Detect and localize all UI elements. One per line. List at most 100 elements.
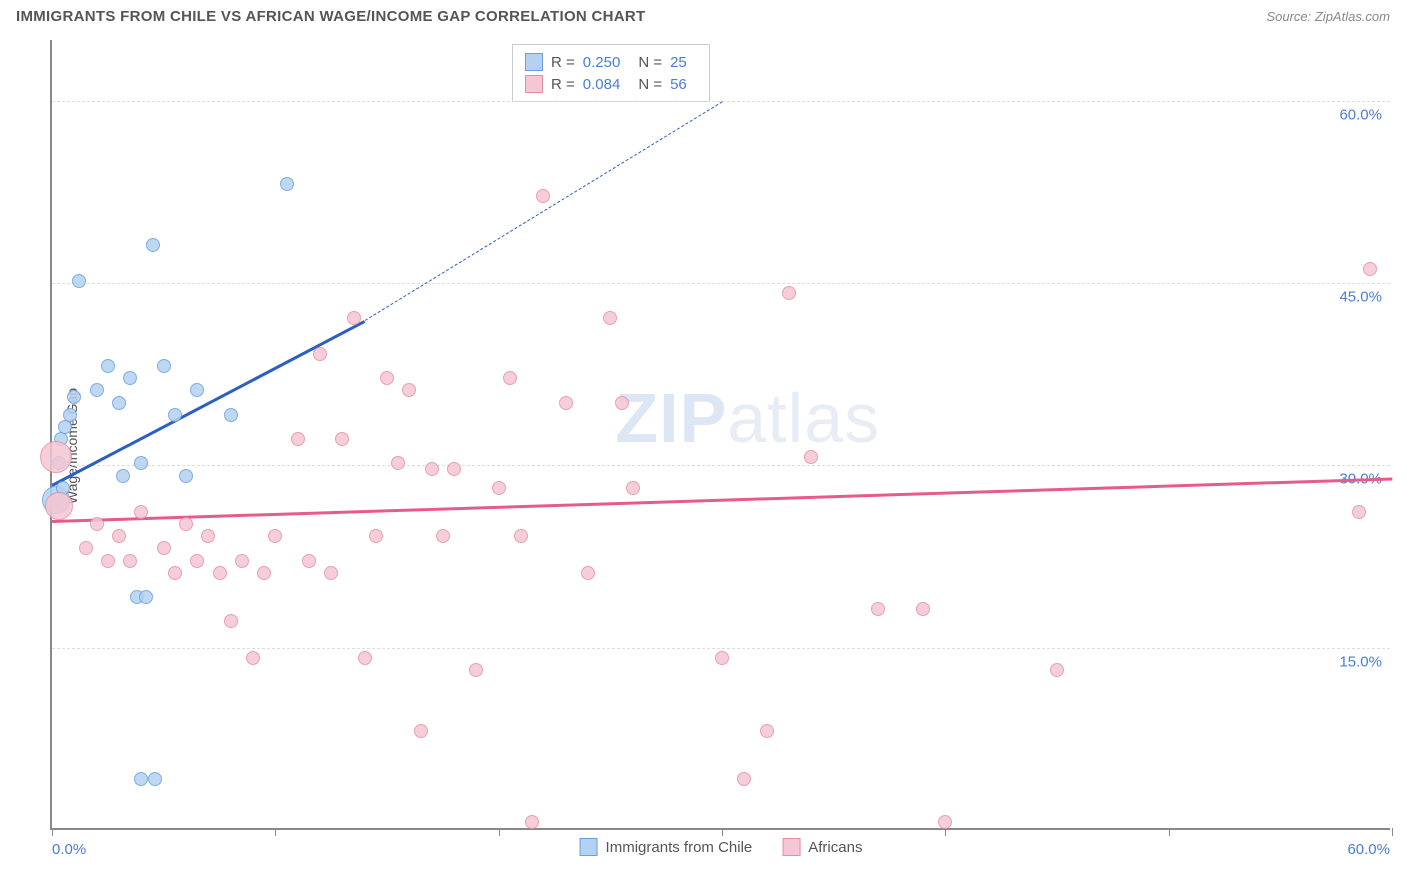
data-point bbox=[134, 456, 148, 470]
data-point bbox=[201, 529, 215, 543]
data-point bbox=[179, 469, 193, 483]
data-point bbox=[380, 371, 394, 385]
source-attribution: Source: ZipAtlas.com bbox=[1266, 9, 1390, 24]
data-point bbox=[1050, 663, 1064, 677]
data-point bbox=[804, 450, 818, 464]
swatch-icon bbox=[782, 838, 800, 856]
data-point bbox=[40, 441, 72, 473]
data-point bbox=[101, 359, 115, 373]
data-point bbox=[391, 456, 405, 470]
data-point bbox=[134, 505, 148, 519]
data-point bbox=[871, 602, 885, 616]
data-point bbox=[603, 311, 617, 325]
data-point bbox=[559, 396, 573, 410]
data-point bbox=[615, 396, 629, 410]
data-point bbox=[90, 383, 104, 397]
data-point bbox=[146, 238, 160, 252]
data-point bbox=[190, 554, 204, 568]
watermark: ZIPatlas bbox=[615, 378, 880, 458]
legend-item: Immigrants from Chile bbox=[580, 838, 753, 856]
data-point bbox=[79, 541, 93, 555]
legend-item: Africans bbox=[782, 838, 862, 856]
x-tick bbox=[722, 828, 723, 836]
data-point bbox=[302, 554, 316, 568]
data-point bbox=[179, 517, 193, 531]
data-point bbox=[525, 815, 539, 829]
data-point bbox=[168, 566, 182, 580]
data-point bbox=[72, 274, 86, 288]
data-point bbox=[436, 529, 450, 543]
x-tick bbox=[1169, 828, 1170, 836]
data-point bbox=[369, 529, 383, 543]
data-point bbox=[257, 566, 271, 580]
data-point bbox=[916, 602, 930, 616]
x-tick bbox=[1392, 828, 1393, 836]
data-point bbox=[469, 663, 483, 677]
swatch-icon bbox=[525, 53, 543, 71]
data-point bbox=[536, 189, 550, 203]
x-tick-label: 0.0% bbox=[52, 841, 86, 858]
trend-line bbox=[51, 320, 365, 487]
x-tick bbox=[52, 828, 53, 836]
series-legend: Immigrants from Chile Africans bbox=[580, 838, 863, 856]
data-point bbox=[157, 359, 171, 373]
data-point bbox=[503, 371, 517, 385]
data-point bbox=[402, 383, 416, 397]
data-point bbox=[280, 177, 294, 191]
data-point bbox=[213, 566, 227, 580]
gridline bbox=[52, 283, 1390, 284]
data-point bbox=[101, 554, 115, 568]
data-point bbox=[63, 408, 77, 422]
data-point bbox=[938, 815, 952, 829]
data-point bbox=[514, 529, 528, 543]
x-tick bbox=[275, 828, 276, 836]
chart-title: IMMIGRANTS FROM CHILE VS AFRICAN WAGE/IN… bbox=[16, 8, 646, 25]
x-tick bbox=[499, 828, 500, 836]
legend-row: R = 0.084 N = 56 bbox=[525, 73, 697, 95]
data-point bbox=[224, 614, 238, 628]
data-point bbox=[224, 408, 238, 422]
data-point bbox=[425, 462, 439, 476]
data-point bbox=[67, 390, 81, 404]
y-tick-label: 45.0% bbox=[1339, 289, 1382, 306]
data-point bbox=[190, 383, 204, 397]
data-point bbox=[134, 772, 148, 786]
chart-header: IMMIGRANTS FROM CHILE VS AFRICAN WAGE/IN… bbox=[0, 0, 1406, 29]
data-point bbox=[123, 554, 137, 568]
data-point bbox=[581, 566, 595, 580]
x-tick-label: 60.0% bbox=[1347, 841, 1390, 858]
data-point bbox=[123, 371, 137, 385]
data-point bbox=[782, 286, 796, 300]
y-tick-label: 15.0% bbox=[1339, 653, 1382, 670]
data-point bbox=[760, 724, 774, 738]
data-point bbox=[313, 347, 327, 361]
swatch-icon bbox=[525, 75, 543, 93]
trend-line bbox=[364, 101, 722, 321]
data-point bbox=[335, 432, 349, 446]
data-point bbox=[324, 566, 338, 580]
data-point bbox=[492, 481, 506, 495]
data-point bbox=[358, 651, 372, 665]
data-point bbox=[148, 772, 162, 786]
trend-line bbox=[52, 478, 1392, 524]
data-point bbox=[45, 492, 73, 520]
data-point bbox=[116, 469, 130, 483]
data-point bbox=[157, 541, 171, 555]
gridline bbox=[52, 465, 1390, 466]
data-point bbox=[626, 481, 640, 495]
data-point bbox=[112, 529, 126, 543]
data-point bbox=[715, 651, 729, 665]
swatch-icon bbox=[580, 838, 598, 856]
data-point bbox=[58, 420, 72, 434]
data-point bbox=[447, 462, 461, 476]
data-point bbox=[246, 651, 260, 665]
gridline bbox=[52, 648, 1390, 649]
data-point bbox=[268, 529, 282, 543]
data-point bbox=[414, 724, 428, 738]
y-tick-label: 60.0% bbox=[1339, 106, 1382, 123]
scatter-plot-area: ZIPatlas R = 0.250 N = 25 R = 0.084 N = … bbox=[50, 40, 1390, 830]
data-point bbox=[90, 517, 104, 531]
data-point bbox=[1352, 505, 1366, 519]
data-point bbox=[139, 590, 153, 604]
correlation-legend: R = 0.250 N = 25 R = 0.084 N = 56 bbox=[512, 44, 710, 102]
